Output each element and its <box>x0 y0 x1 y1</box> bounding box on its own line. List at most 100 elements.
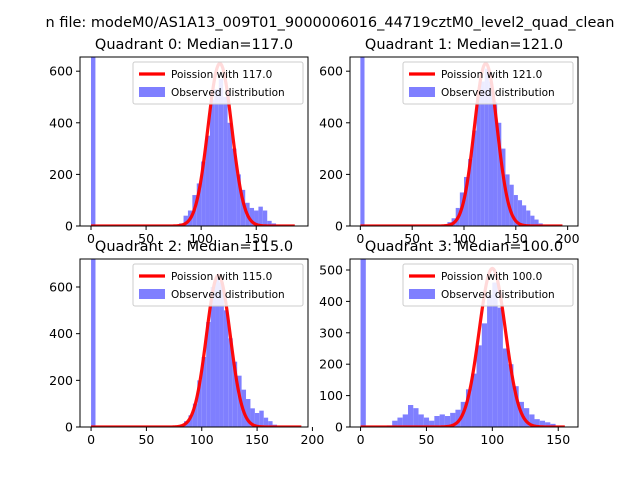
y-tick-label: 500 <box>319 262 343 277</box>
x-tick-label: 200 <box>556 231 580 246</box>
x-tick-label: 150 <box>244 231 268 246</box>
legend-label-observed: Observed distribution <box>441 289 555 301</box>
histogram-bar <box>455 409 461 427</box>
y-tick-label: 400 <box>49 115 73 130</box>
y-tick-label: 300 <box>319 325 343 340</box>
y-tick-label: 200 <box>49 167 73 182</box>
x-tick-label: 150 <box>245 432 269 447</box>
histogram-bar <box>534 219 539 226</box>
x-tick-label: 0 <box>357 432 365 447</box>
histogram-bar <box>262 210 268 226</box>
histogram-bar <box>509 184 514 226</box>
y-tick-label: 200 <box>319 357 343 372</box>
legend-box <box>402 263 574 307</box>
histogram-bar <box>91 259 96 427</box>
chart-panel-0: 0 50 100 150 0 200 400 600 Quadrant 0: Median=11… <box>49 37 309 246</box>
legend: Poission with 100.0 Observed distribution <box>402 263 574 307</box>
y-tick-label: 400 <box>319 115 343 130</box>
plot-area <box>360 259 565 427</box>
legend-label-observed: Observed distribution <box>171 87 285 99</box>
histogram-bar <box>258 206 263 226</box>
legend-bar-swatch <box>139 87 165 97</box>
legend-label-poisson: Poission with 100.0 <box>441 271 542 283</box>
histogram-bar <box>464 176 469 226</box>
legend-bar-swatch <box>409 87 435 97</box>
legend: Poission with 115.0 Observed distribution <box>132 263 304 307</box>
histogram-bar <box>497 122 502 226</box>
histogram-bar <box>513 195 518 226</box>
histogram-bar <box>218 78 224 226</box>
histogram-bar <box>263 417 269 427</box>
histogram-bar <box>240 189 246 226</box>
histogram-bar <box>429 420 435 427</box>
chart-panel-3: 0 50 100 150 0 100 200 300 400 500 Quadrant 3: Med… <box>319 239 579 447</box>
y-tick-label: 0 <box>65 219 73 234</box>
y-tick-label: 0 <box>335 219 343 234</box>
histogram-bar <box>215 277 220 427</box>
x-tick-label: 0 <box>87 231 95 246</box>
axes-frame <box>349 258 579 428</box>
histogram-bar <box>227 122 232 226</box>
histogram-bar <box>197 380 202 427</box>
histogram-bar <box>480 81 485 226</box>
histogram-bar <box>228 338 233 427</box>
histogram-bar <box>439 414 445 427</box>
histogram-bar <box>481 323 488 427</box>
histogram-bar <box>472 130 477 226</box>
x-tick-label: 0 <box>87 432 95 447</box>
y-tick-label: 0 <box>65 420 73 435</box>
y-tick-label: 200 <box>49 373 73 388</box>
x-tick-label: 50 <box>418 432 434 447</box>
histogram-bar <box>529 414 535 427</box>
x-tick-label: 100 <box>190 432 214 447</box>
x-tick-label: 50 <box>138 432 154 447</box>
histogram-bar <box>209 99 215 226</box>
legend-label-observed: Observed distribution <box>171 289 285 301</box>
histogram-bar <box>192 403 198 427</box>
histogram-bar <box>219 282 224 427</box>
histogram-bar <box>397 417 403 427</box>
legend-label-poisson: Poission with 115.0 <box>171 271 272 283</box>
histogram-bar <box>267 220 272 226</box>
histogram-bar <box>418 414 424 427</box>
legend-box <box>402 61 574 105</box>
histogram-bar <box>254 413 260 427</box>
legend-box <box>132 61 304 105</box>
histogram-bar <box>402 414 408 427</box>
histogram-bar <box>501 148 506 226</box>
legend-label-poisson: Poission with 117.0 <box>171 69 272 81</box>
histogram-bar <box>232 361 238 427</box>
histogram-bar <box>534 419 540 427</box>
histogram-bar <box>545 422 551 427</box>
histogram-bar <box>487 295 493 427</box>
histogram-bar <box>188 415 193 427</box>
x-tick-label: 100 <box>452 231 476 246</box>
histogram-bar <box>523 408 530 427</box>
legend-box <box>132 263 304 307</box>
chart-panel-1: 0 50 100 150 200 0 200 400 600 Quadrant 1: Median… <box>319 37 579 246</box>
histogram-bar <box>488 81 494 226</box>
histogram-bar <box>392 420 398 427</box>
histogram-bar <box>530 215 535 226</box>
axes-frame <box>79 56 309 227</box>
histogram-bar <box>259 410 264 427</box>
histogram-bar <box>360 259 366 427</box>
x-tick-label: 150 <box>546 432 570 447</box>
histogram-bar <box>465 389 472 427</box>
histogram-bar <box>476 96 481 226</box>
histogram-bar <box>183 215 188 226</box>
histogram-bar <box>249 207 255 226</box>
y-tick-label: 100 <box>319 388 343 403</box>
x-tick-label: 200 <box>300 432 324 447</box>
x-tick-label: 0 <box>356 231 364 246</box>
histogram-bar <box>471 373 477 427</box>
histogram-bar <box>214 89 219 226</box>
y-tick-label: 600 <box>319 64 343 79</box>
histogram-bar <box>206 322 211 427</box>
histogram-bar <box>360 57 365 226</box>
plot-area <box>360 57 563 226</box>
histogram-bar <box>539 420 546 427</box>
histogram-bar <box>201 161 206 226</box>
figure-suptitle: n file: modeM0/AS1A13_009T01_9000006016_… <box>46 15 615 31</box>
